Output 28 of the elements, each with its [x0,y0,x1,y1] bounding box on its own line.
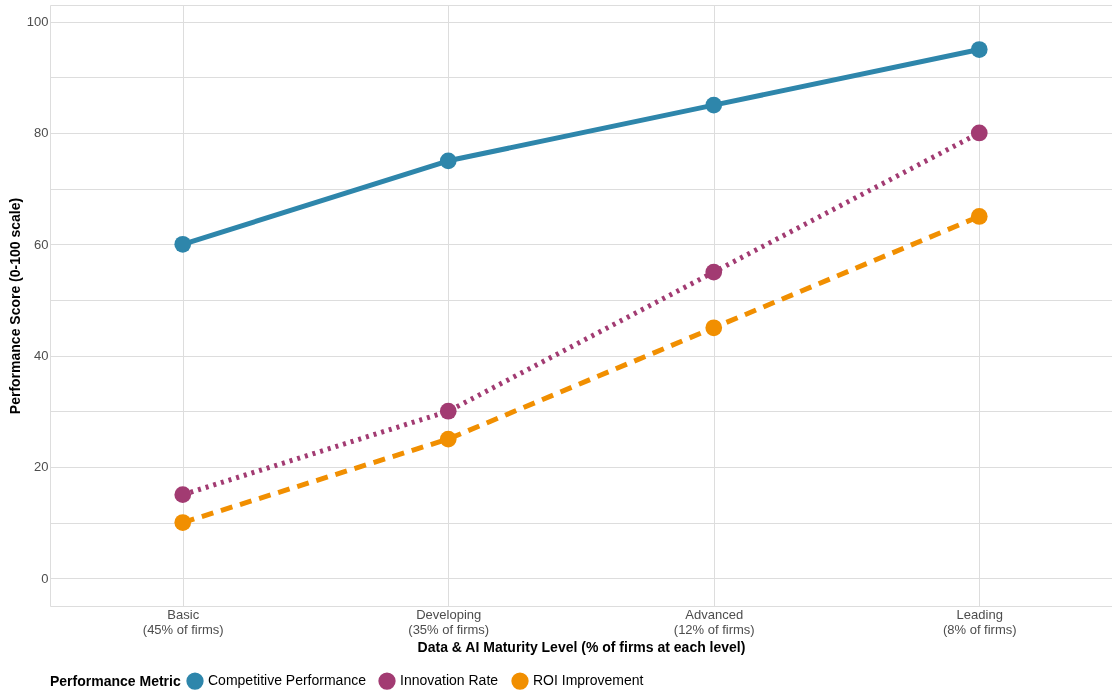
legend-title: Performance Metric [50,673,181,689]
legend-label: Innovation Rate [400,672,499,689]
x-tick-label: Leading (8% of firms) [942,606,1017,637]
point [174,486,192,504]
y-tick-label: 40 [34,348,49,364]
y-axis-title: Performance Score (0-100 scale) [6,197,23,415]
point [705,319,723,337]
legend-label: Competitive Performance [208,672,367,689]
x-tick-label: Advanced (12% of firms) [673,606,755,637]
point [970,41,988,58]
point [705,263,723,281]
point [970,208,988,225]
y-tick-label: 100 [26,14,49,30]
point [439,402,457,420]
point [439,430,457,448]
x-tick-label: Developing (35% of firms) [408,606,490,637]
point [705,96,723,114]
point [439,152,457,170]
point [174,514,192,531]
x-tick-label: Basic (45% of firms) [142,606,224,637]
y-tick-label: 0 [41,570,49,586]
y-tick-label: 60 [34,236,49,252]
point [970,124,988,142]
point [174,235,192,253]
legend-label: ROI Improvement [533,672,644,689]
y-tick-label: 80 [34,125,49,141]
x-axis-title: Data & AI Maturity Level (% of firms at each level) [417,638,746,655]
y-tick-label: 20 [34,459,49,475]
